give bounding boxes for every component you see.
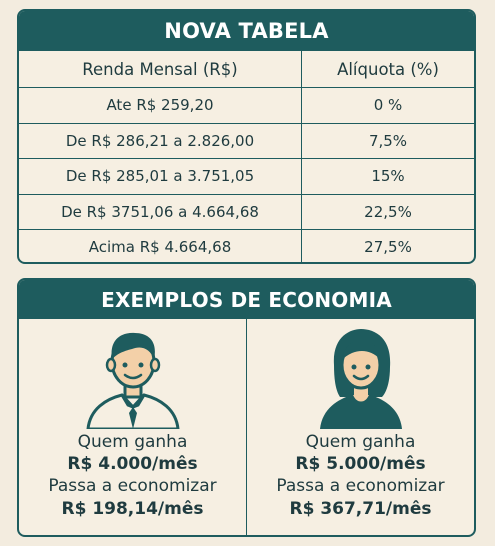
- income-value: R$ 4.000/mês: [67, 454, 198, 474]
- man-avatar-icon: [85, 332, 180, 429]
- tax-table-title: NOVA TABELA: [19, 11, 474, 51]
- rate-cell: 0 %: [301, 87, 474, 124]
- example-card-man: Quem ganha R$ 4.000/mês Passa a economiz…: [19, 319, 246, 535]
- income-column-header: Renda Mensal (R$): [19, 51, 302, 88]
- table-row: De R$ 285,01 a 3.751,05 15%: [19, 158, 474, 195]
- tax-table: Renda Mensal (R$) Alíquota (%) Ate R$ 25…: [19, 51, 474, 262]
- saves-label: Passa a economizar: [48, 476, 217, 496]
- rate-cell: 7,5%: [301, 123, 474, 159]
- income-cell: De R$ 3751,06 a 4.664,68: [19, 194, 302, 230]
- tax-table-panel: NOVA TABELA Renda Mensal (R$) Alíquota (…: [17, 9, 476, 264]
- earns-label: Quem ganha: [77, 432, 188, 452]
- income-cell: Acima R$ 4.664,68: [19, 229, 302, 262]
- saves-label: Passa a economizar: [276, 476, 445, 496]
- rate-cell: 27,5%: [364, 238, 412, 257]
- example-card-woman: Quem ganha R$ 5.000/mês Passa a economiz…: [246, 319, 474, 535]
- examples-panel: EXEMPLOS DE ECONOMIA: [17, 278, 476, 537]
- savings-value: R$ 198,14/mês: [61, 499, 204, 519]
- rate-cell: 15%: [301, 158, 474, 195]
- table-header-row: Renda Mensal (R$) Alíquota (%): [19, 51, 474, 88]
- income-value: R$ 5.000/mês: [295, 454, 426, 474]
- table-row: De R$ 286,21 a 2.826,00 7,5%: [19, 123, 474, 159]
- income-cell: De R$ 286,21 a 2.826,00: [19, 123, 302, 159]
- income-cell: Ate R$ 259,20: [19, 87, 302, 124]
- rate-cell: 22,5%: [301, 194, 474, 230]
- rate-column-header: Alíquota (%): [301, 51, 474, 88]
- table-row: De R$ 3751,06 a 4.664,68 22,5%: [19, 194, 474, 230]
- woman-avatar-icon: [319, 329, 402, 429]
- table-row: Ate R$ 259,20 0 %: [19, 87, 474, 124]
- income-cell: De R$ 285,01 a 3.751,05: [19, 158, 302, 195]
- savings-value: R$ 367,71/mês: [289, 499, 432, 519]
- table-row: Acima R$ 4.664,68 27,5%: [19, 229, 474, 262]
- earns-label: Quem ganha: [305, 432, 416, 452]
- examples-title: EXEMPLOS DE ECONOMIA: [19, 280, 474, 319]
